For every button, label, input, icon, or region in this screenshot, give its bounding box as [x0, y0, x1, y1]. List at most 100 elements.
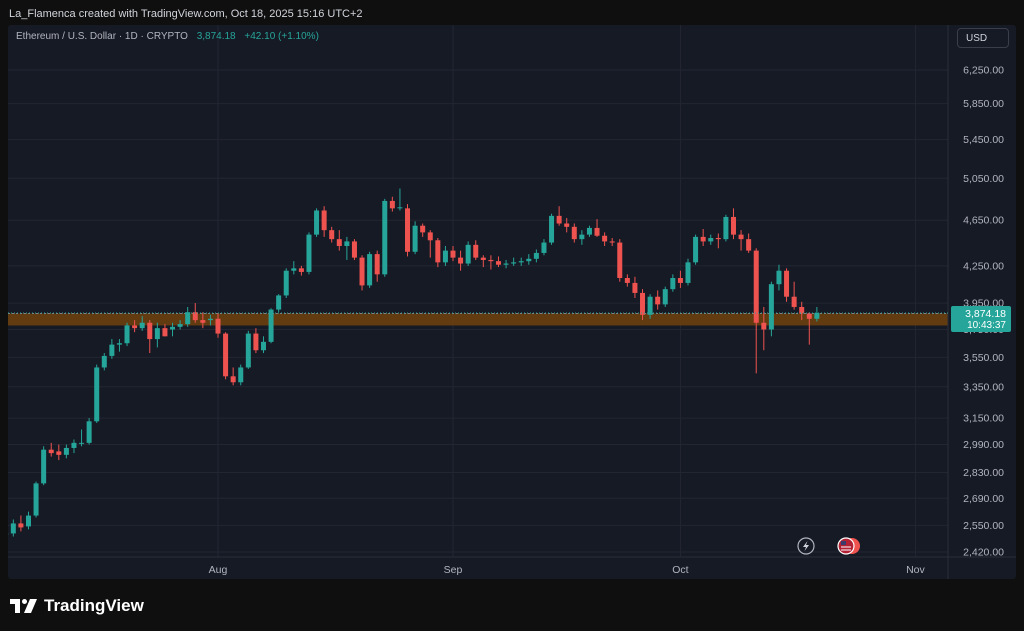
candle [791, 281, 797, 310]
candle [420, 223, 426, 237]
candle [579, 230, 585, 245]
candle [132, 320, 138, 333]
candle-body [647, 296, 653, 315]
candle-body [768, 284, 774, 330]
us-economic-event-icon [837, 537, 860, 555]
candle [139, 316, 145, 331]
candle-body [177, 324, 183, 327]
candle [124, 322, 130, 347]
candle-body [465, 244, 471, 264]
candle-body [670, 278, 676, 290]
candle [685, 258, 691, 286]
y-tick-label: 5,050.00 [963, 173, 1004, 185]
candle [192, 303, 198, 323]
candle-body [101, 355, 107, 368]
candle [541, 239, 547, 256]
candle [730, 208, 736, 240]
candlestick-chart[interactable]: 6,250.00 5,850.00 5,450.00 5,050.00 4,650.00… [8, 25, 1016, 579]
candle [336, 230, 342, 251]
candle [48, 442, 54, 457]
candle-body [412, 225, 418, 252]
candle [223, 332, 229, 380]
candle-body [435, 240, 441, 263]
candle-body [71, 442, 77, 448]
candle [18, 515, 24, 532]
candle-body [132, 325, 138, 329]
candle-body [533, 252, 539, 259]
candle-body [405, 208, 411, 252]
y-tick-label: 2,990.00 [963, 439, 1004, 451]
candle-body [685, 262, 691, 283]
y-tick-label: 6,250.00 [963, 65, 1004, 77]
y-tick-label: 2,830.00 [963, 467, 1004, 479]
candle-body [321, 210, 327, 231]
candle [291, 261, 297, 275]
candle-body [511, 262, 517, 264]
candle [56, 444, 62, 461]
currency-selector[interactable]: USD [957, 28, 1009, 48]
candle [571, 223, 577, 243]
candle-body [503, 263, 509, 265]
candle-body [715, 238, 721, 240]
candle-body [268, 309, 274, 342]
candle-body [367, 254, 373, 286]
candle [351, 239, 357, 260]
symbol-legend[interactable]: Ethereum / U.S. Dollar · 1D · CRYPTO 3,8… [16, 31, 319, 42]
candle [784, 268, 790, 302]
candle [488, 255, 494, 270]
candle [799, 301, 805, 321]
candle [109, 339, 115, 359]
candle-body [556, 215, 562, 224]
y-tick-label: 3,350.00 [963, 381, 1004, 393]
candle-body [10, 523, 16, 534]
candle-body [306, 234, 312, 272]
candle [753, 248, 759, 374]
flag-badge-front [837, 537, 855, 555]
candle-body [693, 236, 699, 263]
candle [662, 286, 668, 307]
candle [586, 225, 592, 237]
candle-body [147, 322, 153, 340]
flag-canton [841, 541, 846, 545]
candle [101, 353, 107, 371]
candle [700, 229, 706, 246]
candle-body [458, 257, 464, 264]
candle [359, 255, 365, 291]
candle-body [314, 210, 320, 235]
candle-body [427, 232, 433, 241]
candle-body [677, 278, 683, 283]
candle-body [450, 250, 456, 258]
candle [207, 314, 213, 326]
x-tick-label: Aug [209, 564, 228, 576]
candle-body [814, 312, 820, 319]
candle-body [329, 230, 335, 240]
candle-body [746, 239, 752, 251]
candle-body [473, 244, 479, 258]
candle-body [624, 278, 630, 283]
candle-body [723, 216, 729, 240]
candle-body [276, 295, 282, 310]
candle [276, 294, 282, 313]
candle [458, 250, 464, 271]
candle [427, 230, 433, 258]
candle-body [518, 261, 524, 263]
candle [738, 230, 744, 251]
candle-body [200, 320, 206, 323]
symbol-name: Ethereum / U.S. Dollar · 1D · CRYPTO [16, 31, 188, 42]
candle [761, 306, 767, 351]
price-badge-countdown: 10:43:37 [967, 320, 1006, 331]
candle-body [700, 236, 706, 242]
candle-body [56, 451, 62, 455]
y-tick-label: 3,550.00 [963, 352, 1004, 364]
candle [382, 198, 388, 277]
chart-panel[interactable]: 6,250.00 5,850.00 5,450.00 5,050.00 4,650.00… [8, 25, 1016, 579]
candle [177, 320, 183, 330]
candle-body [185, 312, 191, 325]
candle-body [389, 200, 395, 209]
candle-body [655, 296, 661, 305]
axis-layer: 6,250.00 5,850.00 5,450.00 5,050.00 4,650.00… [8, 25, 1016, 579]
candle [344, 236, 350, 260]
candle [321, 206, 327, 237]
candle-body [124, 325, 130, 344]
